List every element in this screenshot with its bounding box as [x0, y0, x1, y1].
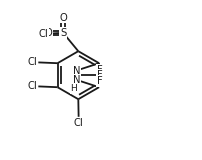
Text: Cl: Cl [28, 57, 37, 67]
Text: S: S [60, 28, 66, 38]
Text: F: F [97, 65, 102, 75]
Text: N: N [72, 66, 80, 76]
Text: H: H [70, 84, 77, 93]
Text: O: O [44, 28, 52, 38]
Text: Cl: Cl [39, 29, 48, 39]
Text: O: O [59, 13, 67, 23]
Text: F: F [97, 70, 102, 80]
Text: Cl: Cl [73, 118, 83, 128]
Text: Cl: Cl [28, 81, 37, 91]
Text: N: N [72, 75, 80, 85]
Text: F: F [97, 76, 102, 86]
